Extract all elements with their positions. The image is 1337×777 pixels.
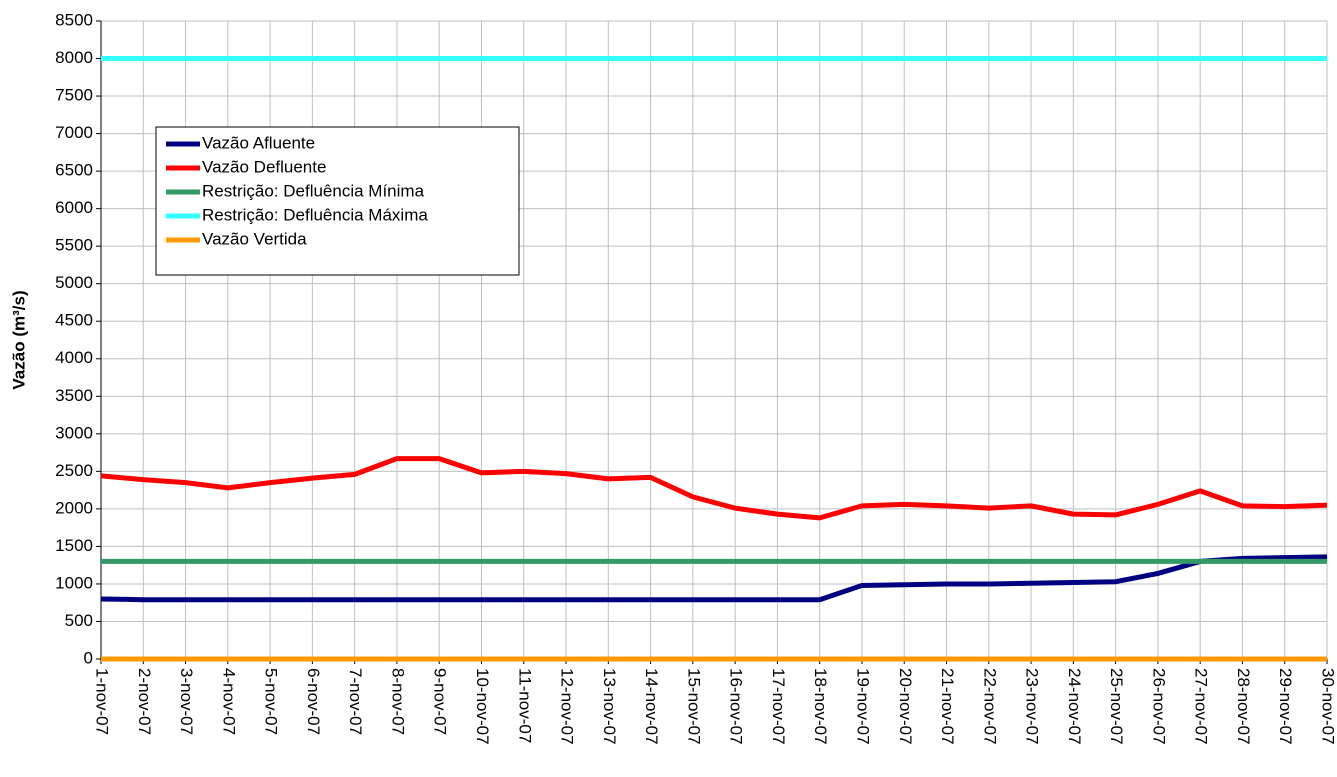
x-tick-label: 20-nov-07 — [896, 668, 915, 745]
x-tick-label: 1-nov-07 — [93, 668, 112, 735]
y-tick-label: 3000 — [55, 423, 93, 442]
x-tick-label: 10-nov-07 — [473, 668, 492, 745]
x-tick-label: 24-nov-07 — [1065, 668, 1084, 745]
x-tick-label: 5-nov-07 — [262, 668, 281, 735]
series-line — [100, 456, 1328, 521]
x-tick-label: 22-nov-07 — [980, 668, 999, 745]
x-tick-label: 7-nov-07 — [346, 668, 365, 735]
y-tick-label: 0 — [84, 648, 93, 667]
legend-box — [155, 126, 520, 276]
y-tick-label: 4500 — [55, 311, 93, 330]
x-tick-label: 3-nov-07 — [177, 668, 196, 735]
x-tick-label: 27-nov-07 — [1192, 668, 1211, 745]
legend-label: Restrição: Defluência Mínima — [202, 181, 425, 200]
y-tick-label: 1500 — [55, 536, 93, 555]
legend: Vazão Afluente Vazão Defluente Restrição: … — [155, 126, 520, 276]
series-line — [100, 554, 1328, 603]
x-tick-label: 6-nov-07 — [304, 668, 323, 735]
y-tick-label: 4000 — [55, 348, 93, 367]
x-tick-label: 9-nov-07 — [431, 668, 450, 735]
legend-label: Vazão Vertida — [202, 229, 307, 248]
y-tick-label: 2000 — [55, 498, 93, 517]
x-tick-label: 14-nov-07 — [642, 668, 661, 745]
x-tick-label: 21-nov-07 — [938, 668, 957, 745]
y-tick-label: 2500 — [55, 461, 93, 480]
x-tick-label: 12-nov-07 — [558, 668, 577, 745]
x-tick-label: 4-nov-07 — [219, 668, 238, 735]
y-tick-label: 6500 — [55, 161, 93, 180]
y-tick-label: 6000 — [55, 198, 93, 217]
x-tick-label: 18-nov-07 — [811, 668, 830, 745]
y-axis-label: Vazão (m³/s) — [9, 290, 28, 389]
x-tick-label: 28-nov-07 — [1234, 668, 1253, 745]
y-tick-label: 5000 — [55, 273, 93, 292]
legend-label: Restrição: Defluência Máxima — [202, 205, 428, 224]
x-tick-label: 29-nov-07 — [1276, 668, 1295, 745]
legend-label: Vazão Defluente — [202, 157, 326, 176]
x-tick-label: 30-nov-07 — [1319, 668, 1337, 745]
x-tick-label: 25-nov-07 — [1107, 668, 1126, 745]
legend-label: Vazão Afluente — [202, 133, 315, 152]
y-tick-label: 500 — [65, 611, 93, 630]
y-tick-label: 1000 — [55, 573, 93, 592]
y-tick-label: 7000 — [55, 123, 93, 142]
y-tick-label: 7500 — [55, 86, 93, 105]
y-tick-label: 8500 — [55, 10, 93, 29]
y-tick-label: 5500 — [55, 236, 93, 255]
x-tick-label: 26-nov-07 — [1149, 668, 1168, 745]
x-tick-label: 11-nov-07 — [515, 668, 534, 743]
x-tick-label: 19-nov-07 — [853, 668, 872, 745]
x-tick-label: 16-nov-07 — [727, 668, 746, 745]
x-tick-label: 17-nov-07 — [769, 668, 788, 745]
x-tick-label: 23-nov-07 — [1023, 668, 1042, 745]
x-tick-label: 2-nov-07 — [135, 668, 154, 735]
x-tick-label: 13-nov-07 — [600, 668, 619, 745]
y-tick-label: 8000 — [55, 48, 93, 67]
x-tick-label: 8-nov-07 — [388, 668, 407, 735]
x-tick-label: 15-nov-07 — [684, 668, 703, 745]
y-tick-label: 3500 — [55, 386, 93, 405]
